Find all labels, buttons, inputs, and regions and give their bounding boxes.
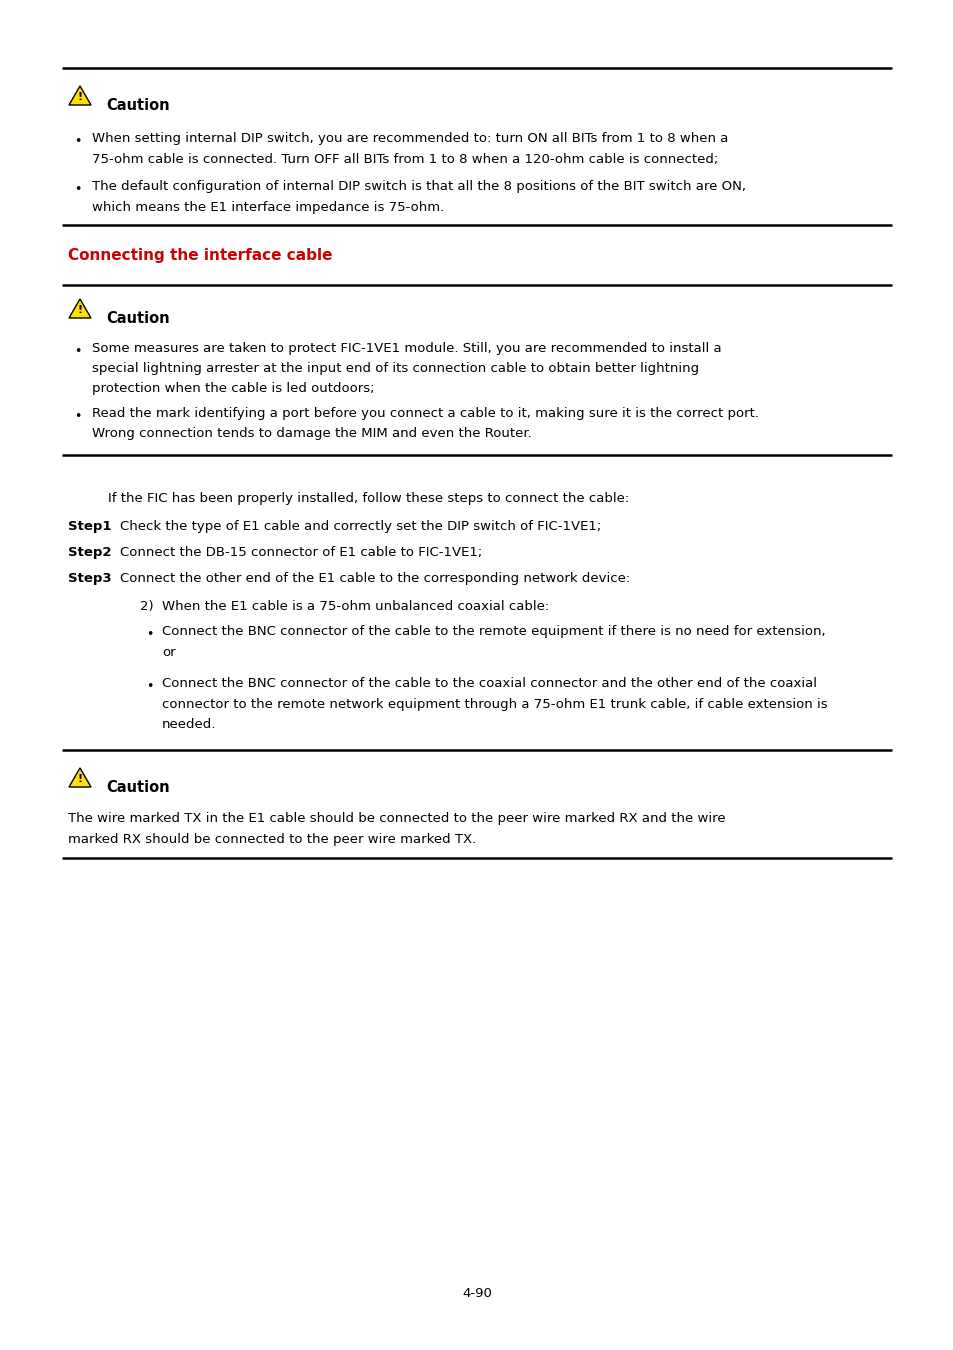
Text: special lightning arrester at the input end of its connection cable to obtain be: special lightning arrester at the input … bbox=[91, 362, 699, 375]
Text: marked RX should be connected to the peer wire marked TX.: marked RX should be connected to the pee… bbox=[68, 833, 476, 846]
Text: or: or bbox=[162, 647, 175, 659]
Text: •: • bbox=[146, 680, 153, 693]
Text: Caution: Caution bbox=[106, 99, 170, 113]
Text: which means the E1 interface impedance is 75-ohm.: which means the E1 interface impedance i… bbox=[91, 201, 444, 215]
Text: !: ! bbox=[77, 774, 83, 784]
Text: Connect the other end of the E1 cable to the corresponding network device:: Connect the other end of the E1 cable to… bbox=[120, 572, 630, 585]
Text: !: ! bbox=[77, 92, 83, 103]
Text: Connecting the interface cable: Connecting the interface cable bbox=[68, 248, 333, 263]
Polygon shape bbox=[69, 86, 91, 105]
Text: If the FIC has been properly installed, follow these steps to connect the cable:: If the FIC has been properly installed, … bbox=[108, 491, 629, 505]
Text: When setting internal DIP switch, you are recommended to: turn ON all BITs from : When setting internal DIP switch, you ar… bbox=[91, 132, 727, 144]
Text: Some measures are taken to protect FIC-1VE1 module. Still, you are recommended t: Some measures are taken to protect FIC-1… bbox=[91, 342, 720, 355]
Text: protection when the cable is led outdoors;: protection when the cable is led outdoor… bbox=[91, 382, 375, 396]
Text: The wire marked TX in the E1 cable should be connected to the peer wire marked R: The wire marked TX in the E1 cable shoul… bbox=[68, 811, 725, 825]
Text: Step3: Step3 bbox=[68, 572, 112, 585]
Text: Step2: Step2 bbox=[68, 545, 112, 559]
Text: 4-90: 4-90 bbox=[461, 1287, 492, 1300]
Text: !: ! bbox=[77, 305, 83, 315]
Text: Caution: Caution bbox=[106, 310, 170, 325]
Text: Read the mark identifying a port before you connect a cable to it, making sure i: Read the mark identifying a port before … bbox=[91, 406, 759, 420]
Text: needed.: needed. bbox=[162, 718, 216, 730]
Polygon shape bbox=[69, 768, 91, 787]
Text: •: • bbox=[74, 410, 82, 423]
Text: Caution: Caution bbox=[106, 780, 170, 795]
Text: Connect the BNC connector of the cable to the coaxial connector and the other en: Connect the BNC connector of the cable t… bbox=[162, 676, 816, 690]
Text: •: • bbox=[74, 346, 82, 358]
Text: Connect the DB-15 connector of E1 cable to FIC-1VE1;: Connect the DB-15 connector of E1 cable … bbox=[120, 545, 482, 559]
Text: 2): 2) bbox=[140, 599, 153, 613]
Text: Connect the BNC connector of the cable to the remote equipment if there is no ne: Connect the BNC connector of the cable t… bbox=[162, 625, 824, 639]
Text: •: • bbox=[74, 184, 82, 196]
Text: •: • bbox=[74, 135, 82, 148]
Text: The default configuration of internal DIP switch is that all the 8 positions of : The default configuration of internal DI… bbox=[91, 180, 745, 193]
Text: connector to the remote network equipment through a 75-ohm E1 trunk cable, if ca: connector to the remote network equipmen… bbox=[162, 698, 827, 711]
Text: •: • bbox=[146, 628, 153, 641]
Polygon shape bbox=[69, 298, 91, 319]
Text: Wrong connection tends to damage the MIM and even the Router.: Wrong connection tends to damage the MIM… bbox=[91, 427, 531, 440]
Text: Step1: Step1 bbox=[68, 520, 112, 533]
Text: Check the type of E1 cable and correctly set the DIP switch of FIC-1VE1;: Check the type of E1 cable and correctly… bbox=[120, 520, 600, 533]
Text: 75-ohm cable is connected. Turn OFF all BITs from 1 to 8 when a 120-ohm cable is: 75-ohm cable is connected. Turn OFF all … bbox=[91, 153, 718, 166]
Text: When the E1 cable is a 75-ohm unbalanced coaxial cable:: When the E1 cable is a 75-ohm unbalanced… bbox=[162, 599, 549, 613]
